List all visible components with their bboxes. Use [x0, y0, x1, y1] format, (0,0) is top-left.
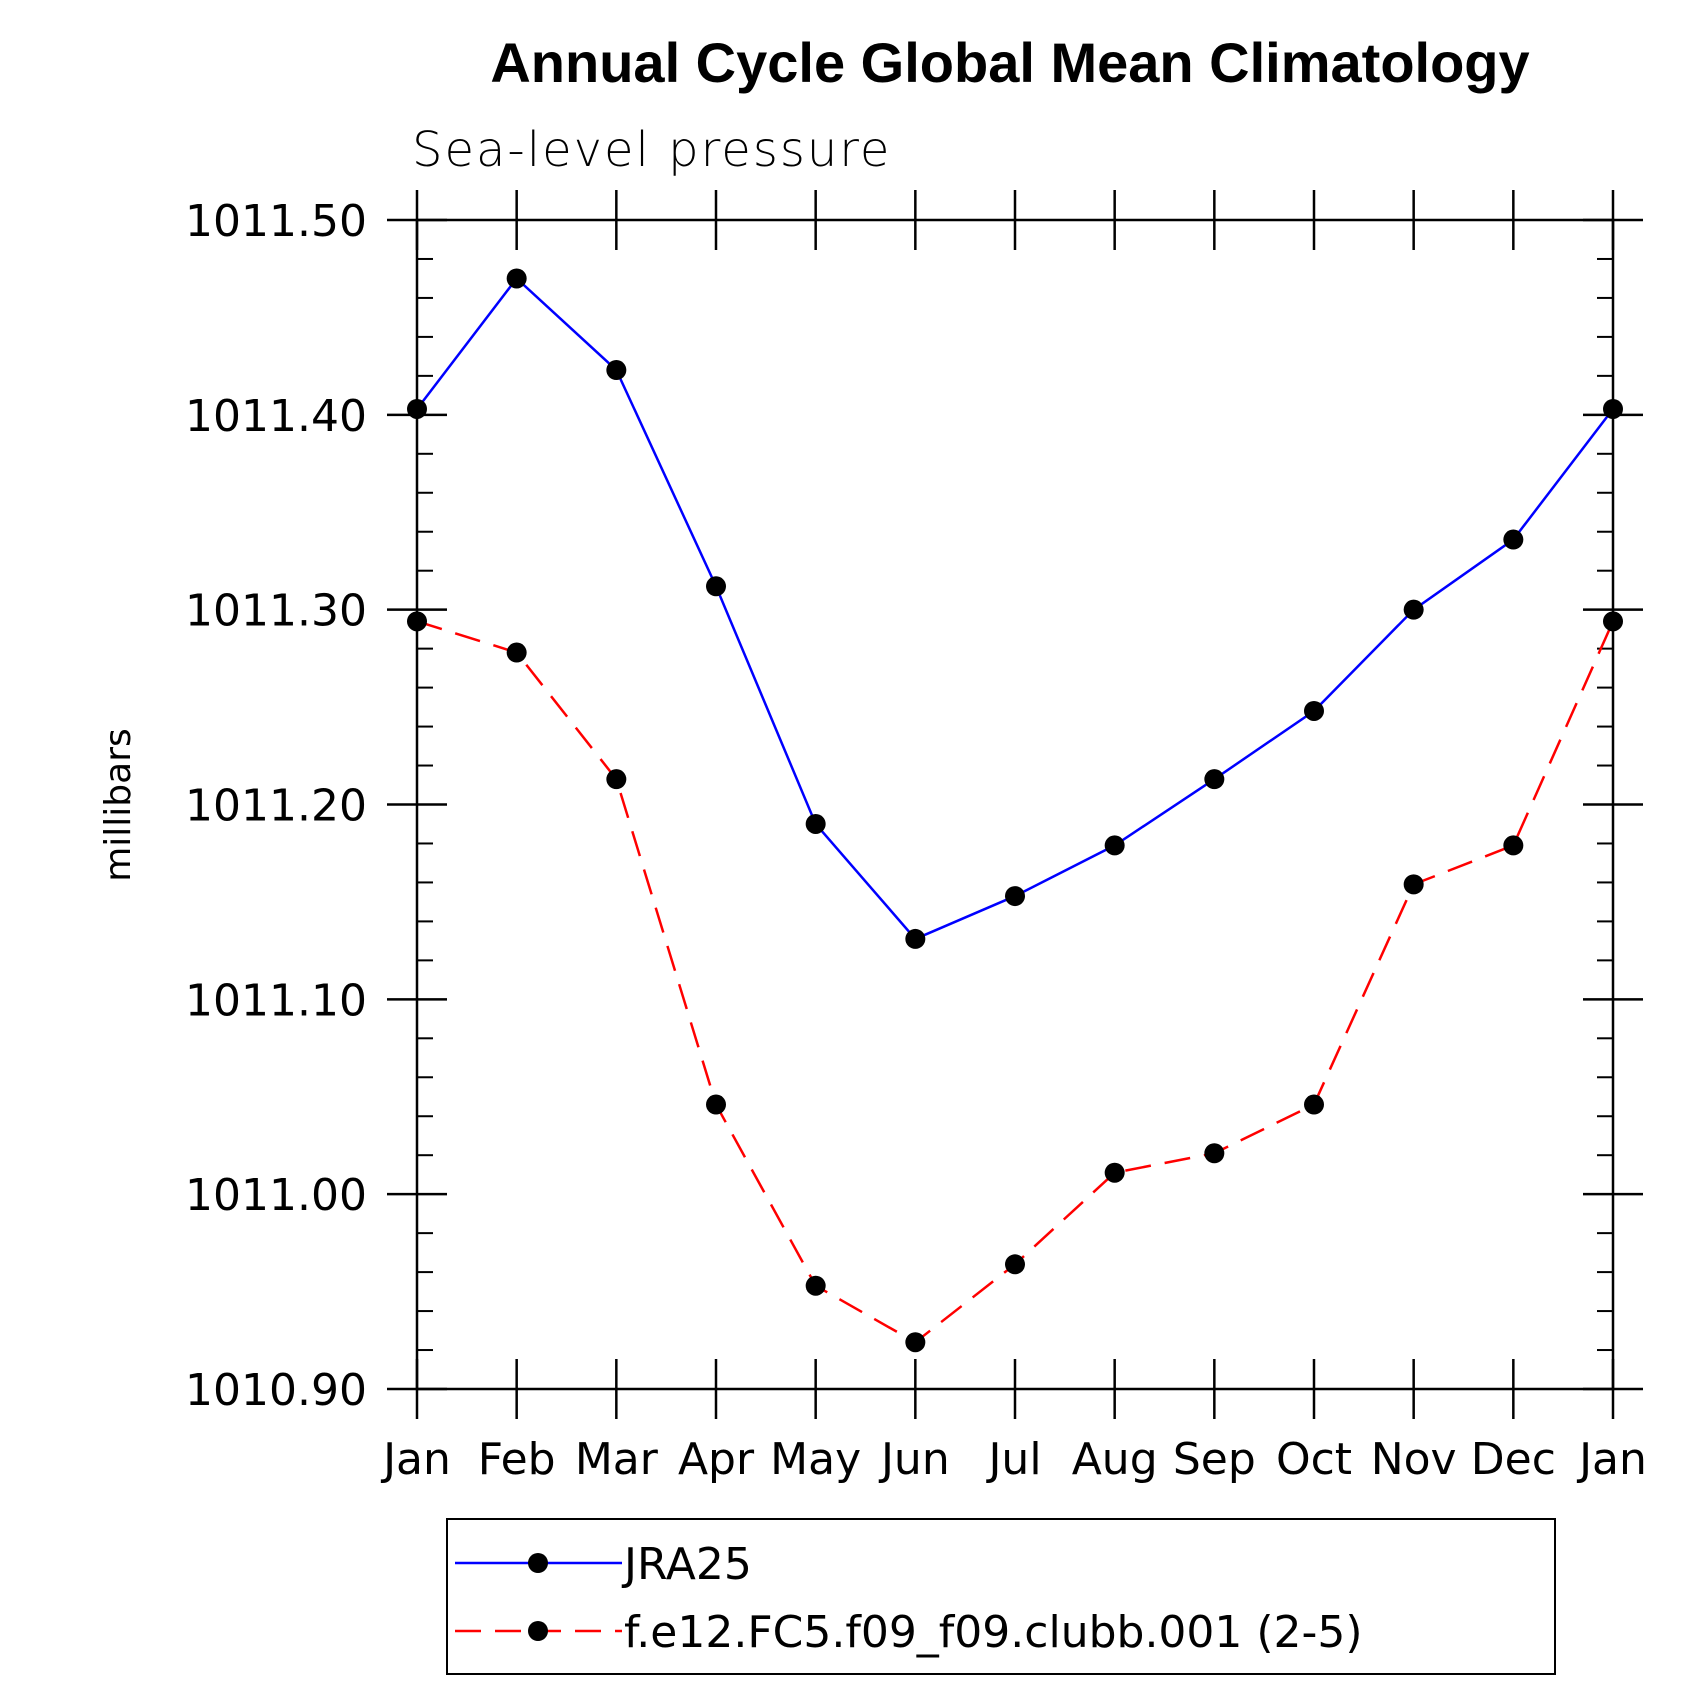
series-1-point: [1403, 599, 1424, 620]
series-2-point: [407, 611, 427, 632]
series-1-point: [706, 576, 726, 597]
series-2-point: [1503, 835, 1524, 856]
series-1-point: [1304, 700, 1324, 721]
series-1-point: [407, 398, 427, 419]
legend-box: [446, 1518, 1556, 1675]
y-tick-label: 1010.90: [185, 1365, 367, 1416]
x-tick-label: Jun: [878, 1434, 950, 1485]
series-1-point: [805, 813, 826, 834]
y-axis-label: millibars: [98, 728, 139, 882]
series-2-point: [1104, 1162, 1125, 1183]
x-tick-label: Feb: [478, 1434, 556, 1485]
series-group: [407, 268, 1623, 1353]
series-2-point: [606, 769, 627, 790]
series-2-point: [805, 1275, 826, 1296]
chart-subtitle: Sea-level pressure: [412, 122, 892, 178]
series-1-point: [905, 928, 926, 949]
legend-marker-1: [528, 1553, 548, 1573]
series-2-point: [905, 1332, 926, 1353]
series-line-1: [416, 276, 1614, 941]
legend: JRA25 f.e12.FC5.f09_f09.clubb.001 (2-5): [446, 1518, 1556, 1675]
chart-title: Annual Cycle Global Mean Climatology: [490, 31, 1530, 94]
x-tick-label: Mar: [575, 1434, 659, 1485]
x-tick-label: Dec: [1471, 1434, 1556, 1485]
x-tick-label: May: [770, 1434, 861, 1485]
series-2-point: [1304, 1094, 1324, 1115]
x-tick-label: Jul: [985, 1434, 1041, 1485]
series-2-point: [1204, 1143, 1225, 1164]
y-tick-label: 1011.00: [185, 1170, 367, 1221]
series-2-point: [706, 1094, 726, 1115]
plot-frame: [415, 218, 1615, 1391]
series-1-point: [1503, 529, 1524, 550]
series-1-point: [606, 360, 627, 381]
series-1-point: [1104, 835, 1125, 856]
legend-label-2: f.e12.FC5.f09_f09.clubb.001 (2-5): [624, 1607, 1363, 1658]
axes: 1010.90 1011.00 1011.10 1011.20 1011.30 1011.…: [185, 190, 1647, 1485]
series-1-point: [506, 268, 527, 289]
y-tick-label: 1011.30: [185, 586, 367, 637]
x-tick-label: Sep: [1173, 1434, 1256, 1485]
x-tick-label: Aug: [1072, 1434, 1158, 1485]
series-2-point: [1005, 1254, 1025, 1275]
x-tick-label: Jan: [1576, 1434, 1647, 1485]
x-tick-label: Apr: [678, 1434, 755, 1485]
x-tick-label: Nov: [1371, 1434, 1457, 1485]
series-2-point: [1603, 611, 1623, 632]
y-tick-label: 1011.40: [185, 391, 367, 442]
legend-label-1: JRA25: [621, 1539, 752, 1590]
y-tick-label: 1011.10: [185, 975, 367, 1026]
series-1-point: [1005, 886, 1025, 907]
series-line-2: [416, 620, 1615, 1344]
series-1-point: [1603, 398, 1623, 419]
series-2-point: [506, 642, 527, 663]
y-tick-label: 1011.20: [185, 781, 367, 832]
y-tick-label: 1011.50: [185, 196, 367, 247]
series-2-point: [1403, 874, 1424, 895]
series-1-point: [1204, 769, 1225, 790]
legend-marker-2: [528, 1621, 548, 1641]
x-tick-label: Jan: [380, 1434, 451, 1485]
x-tick-label: Oct: [1276, 1434, 1352, 1485]
